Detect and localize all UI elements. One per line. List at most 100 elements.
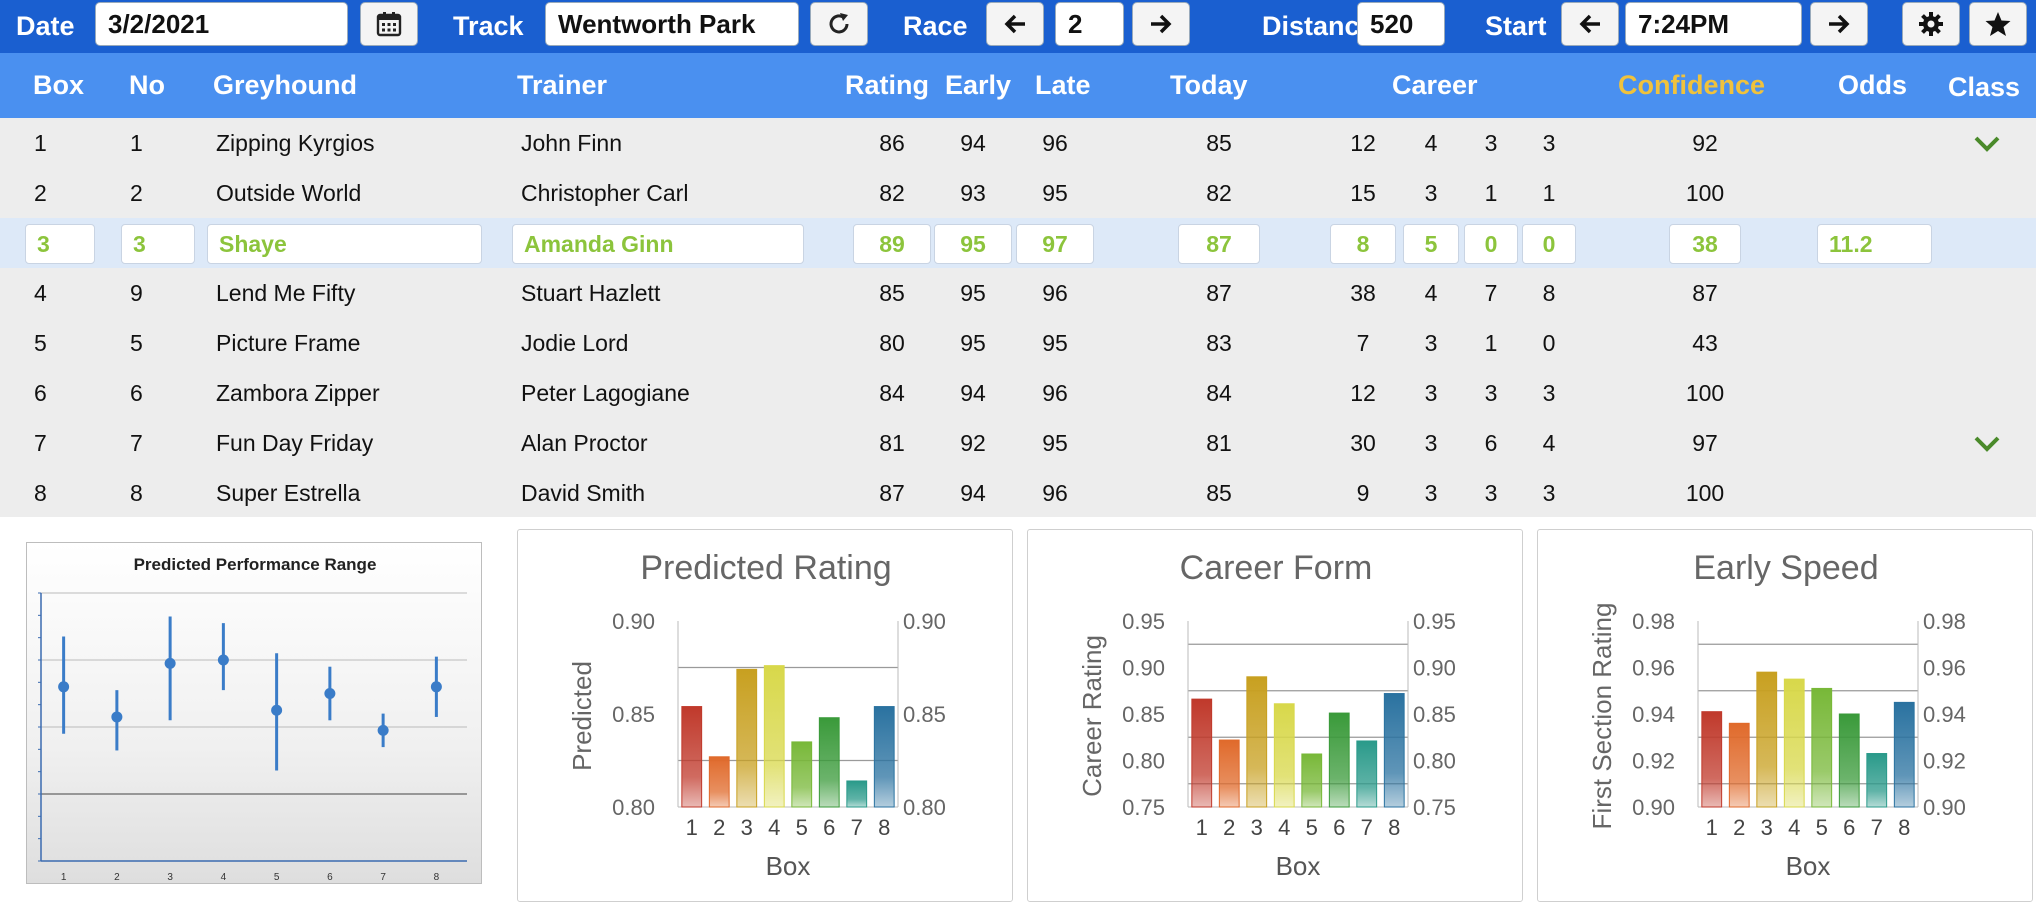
favorite-button[interactable]	[1969, 2, 2027, 46]
cell-confidence: 100	[1685, 380, 1725, 406]
x-axis-label: Box	[766, 851, 811, 881]
cell-career-thirds: 3	[1542, 380, 1556, 406]
star-icon	[1985, 12, 2011, 36]
bar	[1246, 676, 1268, 808]
race-next-button[interactable]	[1132, 2, 1190, 46]
col-today[interactable]: Today	[1170, 70, 1248, 100]
cell-greyhound[interactable]: Shaye	[207, 224, 482, 264]
table-row[interactable]: 4 9 Lend Me Fifty Stuart Hazlett 85 95 96 87 38 4…	[0, 268, 2036, 318]
cell-career-starts: 7	[1356, 330, 1370, 356]
cell-rating: 85	[879, 280, 905, 306]
y-axis-label: Predicted	[567, 661, 597, 771]
cell-rating: 80	[879, 330, 905, 356]
y-tick-label: 0.80	[1122, 749, 1165, 774]
cell-career-wins[interactable]: 5	[1403, 224, 1459, 264]
cell-career-starts: 30	[1350, 430, 1376, 456]
bar	[791, 741, 813, 808]
chart-title: Predicted Performance Range	[134, 555, 377, 574]
y-tick-label-right: 0.96	[1923, 656, 1966, 681]
cell-career-thirds: 0	[1542, 330, 1556, 356]
calendar-button[interactable]	[360, 2, 418, 46]
cell-late[interactable]: 97	[1016, 224, 1094, 264]
table-row[interactable]: 2 2 Outside World Christopher Carl 82 93 95 82 1…	[0, 168, 2036, 218]
cell-confidence[interactable]: 38	[1669, 224, 1741, 264]
race-prev-button[interactable]	[986, 2, 1044, 46]
race-input[interactable]: 2	[1055, 2, 1124, 46]
bar	[846, 780, 868, 808]
cell-no[interactable]: 3	[121, 224, 195, 264]
col-odds[interactable]: Odds	[1838, 70, 1908, 100]
performance-range-chart: Predicted Performance Range 1 2 3 4 5 6 7 8	[38, 555, 467, 883]
cell-today: 87	[1206, 280, 1232, 306]
cell-box[interactable]: 3	[25, 224, 95, 264]
cell-late: 95	[1042, 330, 1068, 356]
performance-range-panel: Predicted Performance Range 1 2 3 4 5 6 7 8	[26, 542, 482, 884]
table-row[interactable]: 6 6 Zambora Zipper Peter Lagogiane 84 94 96 84 1…	[0, 368, 2036, 418]
refresh-button[interactable]	[810, 2, 868, 46]
cell-greyhound: Zambora Zipper	[216, 380, 380, 406]
distance-input[interactable]: 520	[1357, 2, 1445, 46]
cell-career-starts[interactable]: 8	[1330, 224, 1396, 264]
col-confidence[interactable]: Confidence	[1618, 70, 1766, 100]
cell-career-seconds: 7	[1484, 280, 1498, 306]
col-class[interactable]: Class	[1948, 72, 2021, 102]
cell-career-seconds[interactable]: 0	[1464, 224, 1518, 264]
cell-greyhound: Zipping Kyrgios	[216, 130, 375, 156]
data-point	[271, 704, 283, 716]
settings-button[interactable]	[1902, 2, 1960, 46]
col-career[interactable]: Career	[1392, 70, 1478, 100]
cell-trainer: Alan Proctor	[521, 430, 648, 456]
x-tick-label: 8	[434, 872, 440, 883]
cell-trainer[interactable]: Amanda Ginn	[512, 224, 804, 264]
start-next-button[interactable]	[1810, 2, 1868, 46]
cell-career-seconds: 3	[1484, 130, 1498, 156]
col-box[interactable]: Box	[33, 70, 85, 100]
y-tick-label: 0.80	[612, 795, 655, 820]
x-tick-label: 7	[380, 872, 386, 883]
start-prev-button[interactable]	[1561, 2, 1619, 46]
cell-greyhound: Super Estrella	[216, 480, 361, 506]
cell-early: 94	[960, 380, 986, 406]
col-greyhound[interactable]: Greyhound	[213, 70, 358, 100]
y-tick-label-right: 0.90	[1413, 656, 1456, 681]
x-tick-label: 2	[713, 815, 725, 840]
cell-no: 2	[130, 180, 143, 206]
cell-career-starts: 12	[1350, 130, 1376, 156]
start-input[interactable]: 7:24PM	[1625, 2, 1802, 46]
col-trainer[interactable]: Trainer	[517, 70, 608, 100]
col-no[interactable]: No	[129, 70, 165, 100]
cell-greyhound: Lend Me Fifty	[216, 280, 356, 306]
table-row[interactable]: 7 7 Fun Day Friday Alan Proctor 81 92 95 81 30 3 6…	[0, 418, 2036, 468]
date-input[interactable]: 3/2/2021	[95, 2, 348, 46]
cell-rating[interactable]: 89	[853, 224, 931, 264]
track-input[interactable]: Wentworth Park	[545, 2, 799, 46]
x-tick-label: 1	[1706, 815, 1718, 840]
cell-late: 96	[1042, 280, 1068, 306]
col-early[interactable]: Early	[945, 70, 1012, 100]
y-tick-label-right: 0.90	[903, 609, 946, 634]
chart-title: Career Form	[1180, 549, 1373, 587]
col-rating[interactable]: Rating	[845, 70, 929, 100]
col-late[interactable]: Late	[1035, 70, 1091, 100]
cell-trainer: Stuart Hazlett	[521, 280, 661, 306]
cell-early[interactable]: 95	[934, 224, 1012, 264]
bar	[1218, 739, 1240, 808]
distance-label: Distance	[1262, 11, 1375, 41]
x-tick-label: 2	[1223, 815, 1235, 840]
table-row[interactable]: 3 3 Shaye Amanda Ginn 89 95 97 87 8 5 0 0 38 11.2	[0, 218, 2036, 268]
cell-early: 92	[960, 430, 986, 456]
table-row[interactable]: 8 8 Super Estrella David Smith 87 94 96 85 9 3 3 3 1…	[0, 468, 2036, 518]
table-row[interactable]: 5 5 Picture Frame Jodie Lord 80 95 95 83 7 3 1 0 43	[0, 318, 2036, 368]
cell-career-thirds[interactable]: 0	[1522, 224, 1576, 264]
career-form-panel: Career Form 0.95 0.95 0.90 0.90 0.85 0.85 0.80 0…	[1027, 529, 1523, 902]
cell-early: 93	[960, 180, 986, 206]
cell-career-seconds: 6	[1484, 430, 1498, 456]
table-row[interactable]: 1 1 Zipping Kyrgios John Finn 86 94 96 85 12 4 3 3 9…	[0, 118, 2036, 168]
x-tick-label: 3	[1761, 815, 1773, 840]
cell-career-wins: 3	[1424, 180, 1438, 206]
bar	[1893, 701, 1915, 808]
x-tick-label: 6	[327, 872, 333, 883]
cell-today[interactable]: 87	[1178, 224, 1260, 264]
race-label: Race	[903, 11, 968, 41]
cell-odds[interactable]: 11.2	[1817, 224, 1932, 264]
